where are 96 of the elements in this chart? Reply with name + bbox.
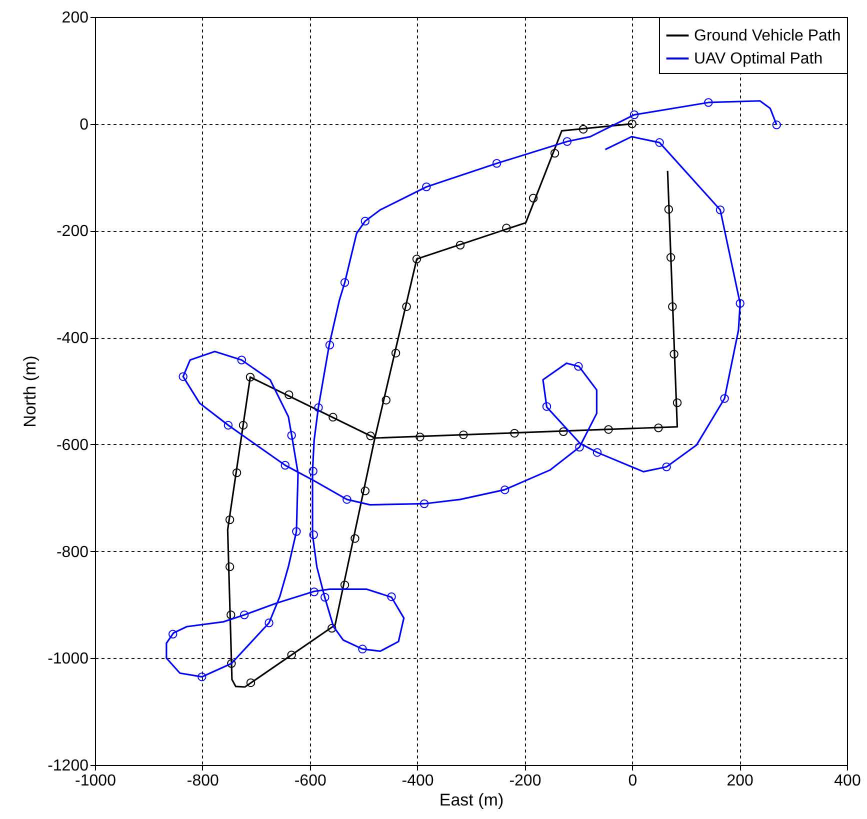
point: [225, 515, 234, 524]
point: [664, 204, 674, 214]
point: [528, 194, 538, 202]
point: [668, 302, 677, 311]
point: [325, 340, 334, 350]
point: [232, 468, 242, 478]
point: [672, 398, 682, 408]
point: [662, 462, 671, 472]
point: [340, 580, 350, 590]
y-tick-label: -1000: [48, 650, 89, 668]
point: [246, 372, 255, 382]
point: [198, 672, 206, 682]
y-tick-label: 0: [80, 116, 89, 134]
point: [287, 650, 296, 660]
point: [387, 592, 396, 602]
point: [562, 137, 572, 146]
point: [237, 356, 246, 364]
point: [320, 592, 330, 602]
y-axis-title: North (m): [20, 356, 40, 428]
point: [238, 420, 248, 430]
point: [772, 120, 782, 130]
point: [550, 148, 560, 158]
point: [492, 159, 502, 168]
x-tick-label: 0: [628, 772, 638, 790]
point: [308, 466, 318, 476]
point: [456, 240, 465, 250]
point: [720, 394, 729, 403]
point: [578, 124, 588, 134]
point: [502, 224, 511, 232]
point: [716, 206, 725, 214]
point: [500, 485, 510, 494]
y-tick-label: 200: [62, 10, 89, 26]
point: [655, 138, 664, 147]
x-tick-label: 200: [726, 772, 754, 790]
point: [402, 302, 411, 311]
point: [280, 460, 290, 470]
point: [292, 527, 301, 536]
point: [412, 254, 422, 264]
point: [360, 486, 370, 496]
point: [225, 562, 234, 572]
point: [542, 402, 552, 411]
point: [246, 678, 256, 688]
point: [630, 110, 639, 120]
x-tick-label: -200: [509, 772, 542, 790]
point: [240, 610, 249, 620]
x-axis-title: East (m): [439, 790, 504, 810]
point: [628, 119, 637, 128]
point: [736, 299, 744, 308]
point: [391, 348, 400, 358]
point: [350, 534, 360, 543]
point: [264, 618, 274, 628]
y-tick-label: -800: [56, 544, 89, 561]
point: [604, 425, 613, 434]
point: [328, 624, 336, 633]
x-tick-label: -600: [294, 772, 326, 790]
point: [592, 448, 602, 457]
point: [226, 610, 236, 620]
y-tick-label: -200: [56, 223, 89, 240]
x-tick-label: -400: [402, 772, 434, 790]
point: [666, 253, 676, 262]
point: [168, 630, 178, 638]
legend-label: Ground Vehicle Path: [694, 28, 841, 44]
point: [178, 372, 188, 381]
point: [654, 424, 663, 432]
point: [314, 403, 323, 412]
point: [420, 499, 429, 508]
legend-label: UAV Optimal Path: [694, 50, 823, 68]
point: [342, 495, 352, 504]
point: [382, 396, 391, 404]
point: [574, 362, 583, 371]
point: [575, 442, 584, 452]
point: [459, 430, 468, 440]
point: [358, 644, 367, 654]
point: [360, 216, 370, 226]
line-series: [166, 100, 778, 678]
point: [224, 420, 233, 430]
point: [366, 432, 375, 440]
point: [559, 427, 568, 436]
point: [416, 432, 424, 442]
x-tick-label: -800: [186, 772, 220, 790]
point: [340, 278, 350, 287]
point: [309, 530, 318, 540]
point: [227, 659, 236, 668]
point: [328, 412, 338, 422]
x-tick-label: -1000: [75, 772, 116, 790]
point: [284, 390, 294, 400]
point: [670, 350, 678, 358]
point: [704, 98, 713, 107]
point: [422, 182, 431, 192]
point: [310, 588, 319, 596]
y-tick-label: -400: [56, 330, 89, 348]
y-tick-label: -1200: [48, 758, 89, 774]
y-tick-label: -600: [56, 436, 89, 454]
point: [287, 430, 296, 440]
point: [510, 428, 519, 438]
x-tick-label: 400: [834, 772, 861, 790]
